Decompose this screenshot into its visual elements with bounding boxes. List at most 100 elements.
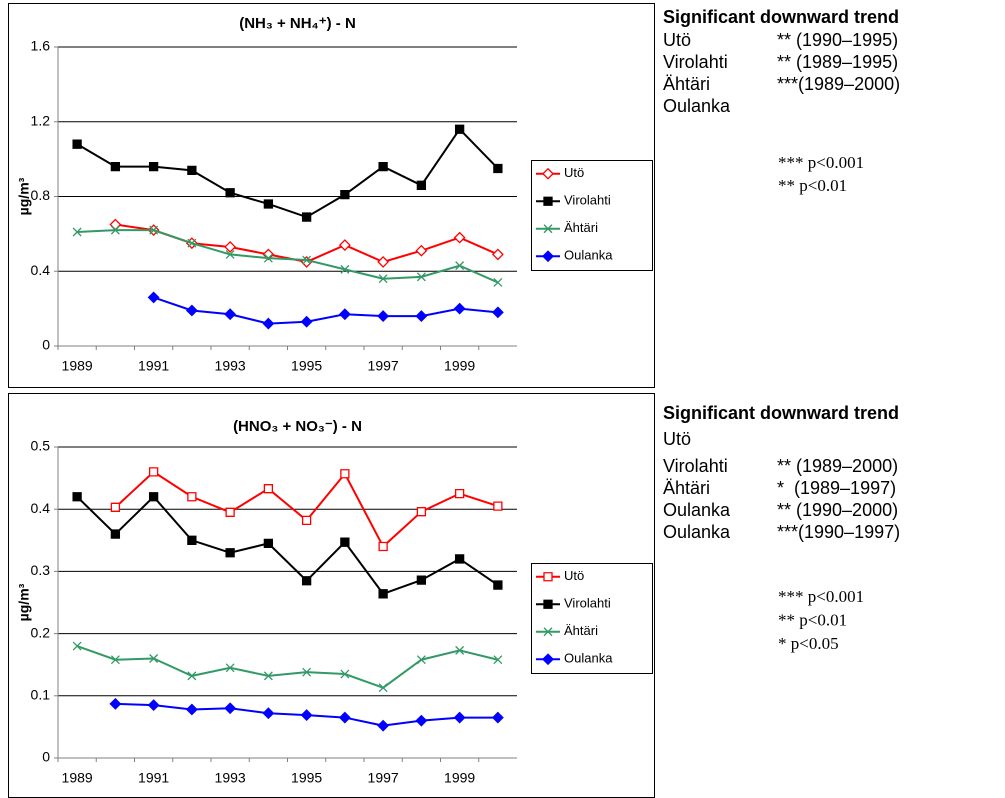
marker <box>262 707 275 720</box>
marker <box>147 699 160 712</box>
x-tick-label: 1999 <box>444 358 475 374</box>
y-tick-label: 0.1 <box>31 687 51 703</box>
marker <box>542 653 554 666</box>
marker <box>454 554 465 564</box>
marker <box>378 161 388 172</box>
legend-box <box>531 160 653 271</box>
y-tick-label: 0 <box>42 749 50 765</box>
marker <box>378 683 388 693</box>
marker <box>377 719 390 732</box>
marker <box>415 714 428 727</box>
marker <box>225 663 235 673</box>
significance-note: *** p<0.001 <box>778 587 864 606</box>
marker <box>493 278 503 287</box>
marker <box>301 515 312 526</box>
marker <box>453 711 466 724</box>
marker <box>262 317 275 330</box>
marker <box>340 264 350 274</box>
marker <box>416 507 427 517</box>
marker <box>225 188 235 198</box>
marker <box>224 702 237 715</box>
marker <box>110 225 120 235</box>
marker <box>340 537 350 547</box>
marker <box>263 199 274 209</box>
significance-note: * p<0.05 <box>778 634 839 653</box>
marker <box>109 697 122 710</box>
legend-label: Utö <box>564 165 584 180</box>
y-tick-label: 0.3 <box>31 562 51 578</box>
marker <box>338 308 351 321</box>
marker <box>455 645 465 655</box>
y-tick-label: 0.4 <box>31 262 51 278</box>
notes-heading: Significant downward trend <box>663 403 899 423</box>
trend-period: ***(1989–2000) <box>777 74 900 94</box>
marker <box>263 671 273 681</box>
marker <box>542 250 554 263</box>
marker <box>225 548 235 558</box>
marker <box>416 575 427 585</box>
marker <box>224 241 237 253</box>
x-tick-label: 1989 <box>62 770 93 786</box>
marker <box>225 507 235 517</box>
x-tick-label: 1997 <box>368 358 399 374</box>
trend-period: ** (1990–2000) <box>777 500 898 520</box>
marker <box>72 492 82 502</box>
trend-period: ** (1989–1995) <box>777 52 898 72</box>
chart-title: (HNO₃ + NO₃⁻) - N <box>233 418 362 435</box>
marker <box>377 310 390 323</box>
significance-note: *** p<0.001 <box>778 153 864 172</box>
marker <box>415 310 428 323</box>
marker <box>543 572 553 582</box>
marker <box>110 529 121 539</box>
marker <box>416 272 426 282</box>
marker <box>187 535 197 545</box>
marker <box>224 308 237 321</box>
site-name: Utö <box>663 429 691 449</box>
site-name: Ähtäri <box>663 74 710 94</box>
legend-label: Utö <box>564 568 584 583</box>
marker <box>454 489 465 499</box>
marker <box>72 139 82 149</box>
legend-box <box>531 563 653 674</box>
legend-label: Oulanka <box>564 248 613 263</box>
marker <box>415 244 428 257</box>
site-name: Virolahti <box>663 52 728 72</box>
marker <box>149 654 159 663</box>
marker <box>302 255 312 265</box>
marker <box>377 255 390 268</box>
marker <box>378 274 388 284</box>
site-name: Utö <box>663 30 691 50</box>
marker <box>340 469 350 479</box>
marker <box>187 671 197 681</box>
marker <box>300 315 313 328</box>
marker <box>340 189 350 200</box>
series-line <box>76 645 499 689</box>
marker <box>493 163 503 174</box>
marker <box>187 238 197 248</box>
significance-note: ** p<0.01 <box>778 610 847 629</box>
marker <box>491 248 504 261</box>
x-tick-label: 1989 <box>62 358 93 374</box>
marker <box>543 627 553 637</box>
marker <box>72 227 82 237</box>
site-name: Virolahti <box>663 456 728 476</box>
marker <box>493 655 503 665</box>
x-tick-label: 1995 <box>291 770 322 786</box>
marker <box>187 165 197 175</box>
trend-period: * (1989–1997) <box>777 478 896 498</box>
marker <box>416 655 426 665</box>
marker <box>455 261 465 271</box>
marker <box>491 306 504 319</box>
marker <box>302 667 312 677</box>
marker <box>185 304 198 317</box>
y-axis-label: µg/m³ <box>16 583 32 621</box>
marker <box>263 538 274 549</box>
y-tick-label: 0.8 <box>31 187 51 203</box>
marker <box>542 167 554 180</box>
site-name: Oulanka <box>663 500 731 520</box>
marker <box>225 249 235 259</box>
marker <box>110 502 121 512</box>
x-tick-label: 1993 <box>215 770 246 786</box>
legend-label: Ähtäri <box>564 623 598 638</box>
